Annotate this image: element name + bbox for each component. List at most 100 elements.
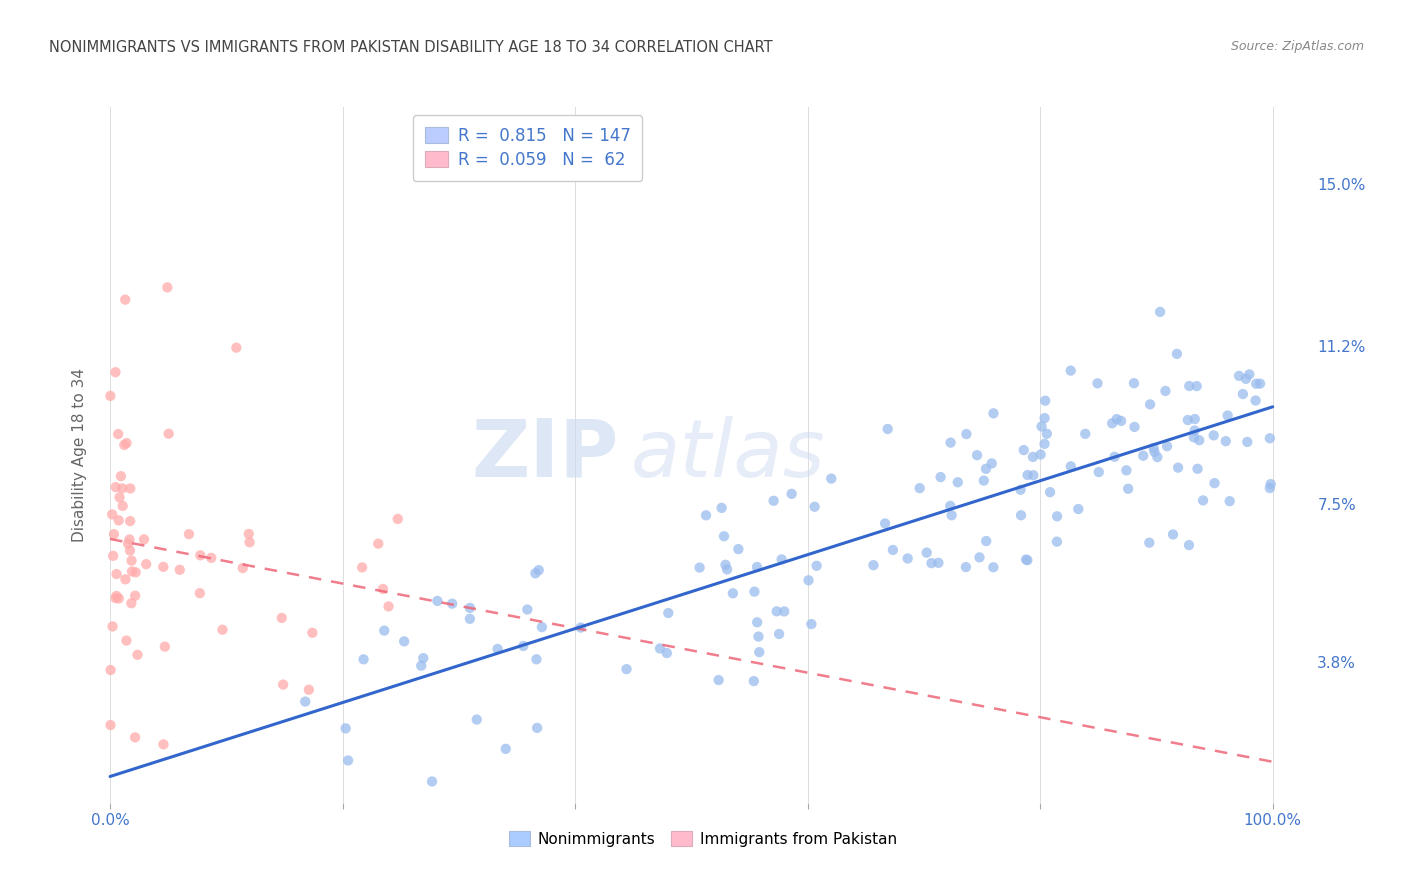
Point bbox=[115, 436, 138, 450]
Point bbox=[1017, 468, 1039, 483]
Point bbox=[983, 560, 1005, 574]
Point bbox=[1187, 462, 1209, 476]
Point bbox=[458, 601, 481, 615]
Point bbox=[1260, 477, 1282, 491]
Point bbox=[115, 633, 138, 648]
Point bbox=[107, 427, 129, 442]
Point bbox=[569, 621, 592, 635]
Point bbox=[1239, 368, 1261, 382]
Point bbox=[458, 612, 481, 626]
Point bbox=[980, 457, 1002, 471]
Point bbox=[1115, 463, 1137, 477]
Point bbox=[1105, 412, 1128, 426]
Point bbox=[1029, 448, 1052, 462]
Point bbox=[707, 673, 730, 687]
Point bbox=[1154, 384, 1177, 398]
Point bbox=[527, 563, 550, 577]
Point bbox=[516, 602, 538, 616]
Point bbox=[955, 560, 977, 574]
Legend: Nonimmigrants, Immigrants from Pakistan: Nonimmigrants, Immigrants from Pakistan bbox=[502, 823, 904, 855]
Point bbox=[107, 513, 129, 527]
Point bbox=[495, 742, 517, 756]
Point bbox=[1184, 412, 1206, 426]
Point bbox=[1167, 460, 1189, 475]
Y-axis label: Disability Age 18 to 34: Disability Age 18 to 34 bbox=[72, 368, 87, 542]
Point bbox=[1234, 372, 1257, 386]
Point bbox=[441, 597, 464, 611]
Point bbox=[112, 438, 135, 452]
Point bbox=[1182, 430, 1205, 444]
Point bbox=[820, 472, 842, 486]
Point bbox=[526, 652, 548, 666]
Point bbox=[1184, 424, 1206, 438]
Point bbox=[301, 625, 323, 640]
Text: atlas: atlas bbox=[630, 416, 825, 494]
Point bbox=[392, 634, 415, 648]
Point bbox=[1215, 434, 1237, 449]
Point bbox=[974, 534, 997, 549]
Point bbox=[773, 604, 796, 618]
Point bbox=[1046, 534, 1069, 549]
Point bbox=[111, 499, 134, 513]
Text: NONIMMIGRANTS VS IMMIGRANTS FROM PAKISTAN DISABILITY AGE 18 TO 34 CORRELATION CH: NONIMMIGRANTS VS IMMIGRANTS FROM PAKISTA… bbox=[49, 40, 773, 55]
Point bbox=[110, 469, 132, 483]
Point bbox=[298, 682, 321, 697]
Point bbox=[1101, 417, 1123, 431]
Point bbox=[1031, 419, 1053, 434]
Point bbox=[125, 566, 148, 580]
Point bbox=[1123, 376, 1146, 391]
Point bbox=[1177, 413, 1199, 427]
Point bbox=[352, 560, 374, 574]
Point bbox=[762, 493, 785, 508]
Point bbox=[1166, 347, 1188, 361]
Point bbox=[1258, 431, 1281, 445]
Point bbox=[747, 630, 769, 644]
Point bbox=[897, 551, 920, 566]
Point bbox=[153, 640, 176, 654]
Text: ZIP: ZIP bbox=[471, 416, 619, 494]
Point bbox=[1033, 393, 1056, 408]
Point bbox=[648, 641, 671, 656]
Point bbox=[1258, 481, 1281, 495]
Point bbox=[744, 584, 766, 599]
Point bbox=[121, 565, 143, 579]
Point bbox=[337, 753, 360, 767]
Point bbox=[104, 365, 127, 379]
Point bbox=[1046, 509, 1069, 524]
Point bbox=[152, 559, 174, 574]
Point bbox=[969, 550, 991, 565]
Point bbox=[921, 556, 943, 570]
Point bbox=[132, 533, 155, 547]
Point bbox=[526, 721, 548, 735]
Point bbox=[927, 556, 949, 570]
Point bbox=[1149, 305, 1171, 319]
Point bbox=[1143, 445, 1166, 459]
Point bbox=[200, 550, 222, 565]
Point bbox=[710, 500, 733, 515]
Point bbox=[104, 591, 127, 606]
Point bbox=[1067, 502, 1090, 516]
Point bbox=[1010, 483, 1032, 497]
Point bbox=[765, 604, 787, 618]
Point bbox=[1104, 450, 1126, 464]
Point bbox=[716, 562, 738, 576]
Point bbox=[239, 535, 262, 549]
Point bbox=[1244, 393, 1267, 408]
Point bbox=[1178, 379, 1201, 393]
Point bbox=[103, 527, 125, 541]
Point bbox=[270, 611, 292, 625]
Point bbox=[745, 560, 768, 574]
Point bbox=[1192, 493, 1215, 508]
Point bbox=[908, 481, 931, 495]
Point bbox=[111, 481, 134, 495]
Point bbox=[689, 560, 711, 574]
Point bbox=[120, 514, 142, 528]
Point bbox=[271, 677, 294, 691]
Point bbox=[1204, 476, 1226, 491]
Point bbox=[101, 549, 124, 563]
Point bbox=[973, 474, 995, 488]
Point bbox=[1074, 426, 1097, 441]
Point bbox=[101, 619, 124, 633]
Point bbox=[721, 586, 744, 600]
Point bbox=[157, 426, 180, 441]
